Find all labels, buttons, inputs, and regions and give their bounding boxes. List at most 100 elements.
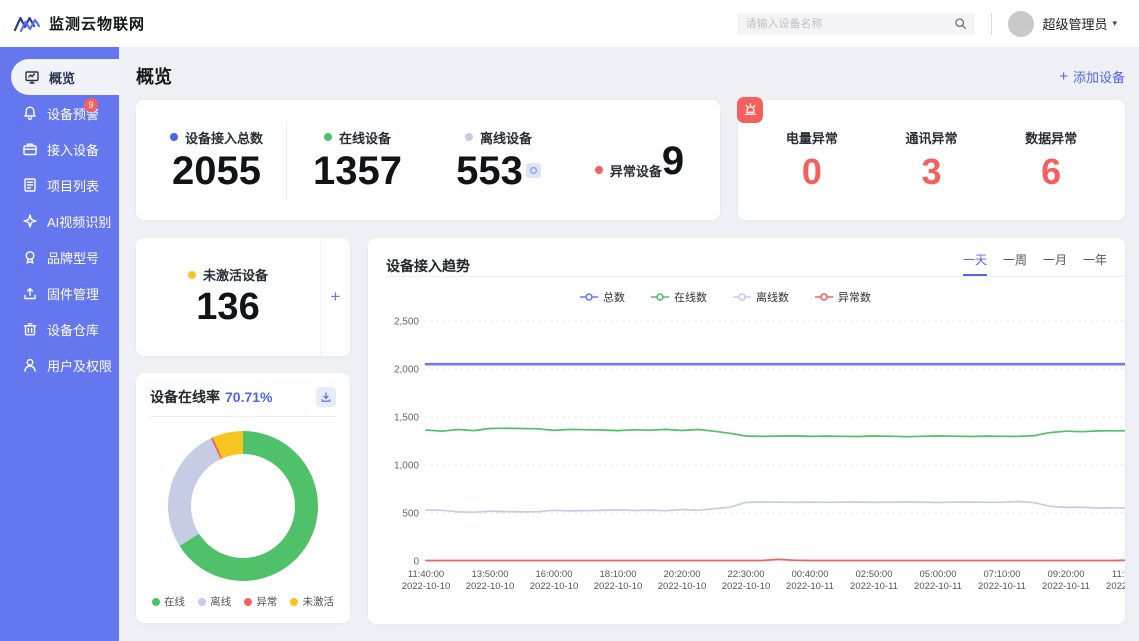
project-icon	[24, 178, 36, 192]
legend-dot	[290, 597, 299, 606]
alert-label: 数据异常	[1025, 130, 1078, 146]
series-异常数	[425, 558, 1125, 562]
user-menu[interactable]: 超级管理员 ▾	[1008, 10, 1117, 37]
stat-label-row: 在线设备	[323, 128, 391, 147]
logo-waveform-icon	[14, 16, 41, 32]
stat-item: 异常设备 9	[569, 137, 710, 183]
sidebar-item-label: 固件管理	[47, 286, 100, 302]
svg-text:16:00:00: 16:00:00	[536, 569, 573, 580]
trend-chart-svg: 05001,0001,5002,0002,50011:40:002022-10-…	[394, 317, 1125, 592]
offline-detail-icon[interactable]	[525, 163, 541, 178]
sidebar-item-label: 项目列表	[47, 178, 100, 194]
tab-one-day[interactable]: 一天	[962, 251, 987, 276]
sidebar-item-access-devices[interactable]: 接入设备	[0, 131, 119, 167]
sidebar-item-firmware[interactable]: 固件管理	[0, 275, 119, 311]
page-header: 概览 + 添加设备	[136, 63, 1125, 89]
trend-title: 设备接入趋势	[386, 258, 470, 274]
stat-dot	[323, 133, 332, 141]
download-icon	[321, 392, 331, 402]
svg-text:2,000: 2,000	[394, 365, 419, 376]
device-stats-card: 设备接入总数 2055 在线设备 1357 离线设备 553 异常设备 9	[136, 100, 720, 220]
download-button[interactable]	[316, 387, 336, 407]
firmware-icon	[24, 287, 36, 300]
stat-label: 在线设备	[338, 130, 391, 146]
donut-legend-item[interactable]: 离线	[198, 594, 231, 609]
tab-one-month[interactable]: 一月	[1042, 253, 1067, 267]
trend-legend-item[interactable]: 离线数	[733, 289, 789, 305]
online-rate-title: 设备在线率	[150, 389, 220, 405]
device-icon	[23, 143, 37, 156]
inactive-label: 未激活设备	[202, 268, 268, 283]
trend-header: 设备接入趋势 一天 一周 一月 一年	[386, 251, 1125, 276]
svg-text:2022-10-10: 2022-10-10	[530, 581, 579, 592]
svg-text:0: 0	[413, 557, 419, 568]
sidebar-item-users-permissions[interactable]: 用户及权限	[0, 347, 119, 383]
trend-legend-item[interactable]: 异常数	[815, 289, 871, 305]
trend-legend-item[interactable]: 总数	[580, 289, 625, 305]
alarm-icon	[744, 102, 756, 115]
ai-icon	[23, 214, 37, 228]
series-在线数	[425, 427, 1125, 438]
device-search-box	[737, 12, 976, 35]
sidebar-item-label: 概览	[49, 70, 76, 86]
legend-label: 异常	[256, 596, 278, 608]
donut-legend-item[interactable]: 未激活	[290, 594, 334, 609]
line-marker-icon	[651, 293, 669, 301]
stat-value: 9	[661, 139, 685, 183]
card-divider	[386, 276, 1125, 277]
svg-text:2022-10-11: 2022-10-11	[850, 581, 898, 592]
sidebar-item-label: AI视频识别	[47, 214, 112, 230]
search-input[interactable]	[745, 17, 955, 30]
stat-label-row: 设备接入总数	[169, 128, 263, 147]
svg-text:02:50:00: 02:50:00	[856, 569, 893, 580]
sidebar-item-overview[interactable]: 概览	[11, 59, 119, 95]
online-rate-donut-chart	[168, 431, 318, 581]
line-marker-icon	[733, 293, 751, 301]
alert-item: 电量异常 0	[752, 128, 872, 193]
card-divider	[150, 416, 336, 417]
inactive-value: 136	[196, 286, 260, 328]
donut-legend-item[interactable]: 在线	[152, 594, 185, 609]
search-icon[interactable]	[954, 17, 967, 30]
sidebar-item-brand-model[interactable]: 品牌型号	[0, 239, 119, 275]
svg-text:1,500: 1,500	[394, 413, 419, 424]
stat-label: 异常设备	[609, 163, 662, 179]
sidebar-menu: 概览设备预警 9 接入设备项目列表 AI视频识别品牌型号固件管理设备仓库 用户及权限	[0, 59, 119, 383]
stat-label-row: 离线设备	[464, 128, 532, 147]
svg-text:11:40:00: 11:40:00	[408, 569, 444, 580]
svg-text:2022-10-11: 2022-10-11	[914, 581, 962, 592]
sidebar-item-ai-video[interactable]: AI视频识别	[0, 203, 119, 239]
donut-legend-item[interactable]: 异常	[244, 594, 277, 609]
chevron-down-icon[interactable]: ▾	[1112, 18, 1117, 28]
page-title: 概览	[136, 67, 172, 87]
expand-button[interactable]: +	[330, 287, 341, 306]
svg-text:20:20:00: 20:20:00	[664, 569, 701, 580]
trend-legend: 总数 在线数 离线数 异常数	[386, 289, 1125, 305]
legend-label: 在线数	[674, 292, 707, 304]
legend-dot	[244, 597, 253, 606]
tab-one-week[interactable]: 一周	[1002, 253, 1027, 267]
stat-value: 553	[456, 149, 541, 193]
svg-text:11:30:00: 11:30:00	[1112, 569, 1125, 580]
sidebar-item-device-warehouse[interactable]: 设备仓库	[0, 311, 119, 347]
online-rate-card: 设备在线率 70.71% 在线 离线 异常 未激活	[136, 373, 350, 623]
sidebar: 概览设备预警 9 接入设备项目列表 AI视频识别品牌型号固件管理设备仓库 用户及权限	[0, 47, 119, 641]
trend-legend-item[interactable]: 在线数	[651, 289, 707, 305]
legend-label: 异常数	[838, 292, 871, 304]
add-device-label: 添加设备	[1072, 69, 1125, 85]
legend-dot	[152, 597, 160, 606]
svg-text:1,000: 1,000	[394, 461, 419, 472]
add-device-button[interactable]: + 添加设备	[1059, 67, 1125, 86]
legend-label: 未激活	[302, 596, 334, 608]
legend-label: 总数	[603, 292, 625, 304]
sidebar-item-device-alerts[interactable]: 设备预警 9	[0, 95, 119, 131]
plus-icon: +	[1059, 67, 1068, 85]
tab-one-year[interactable]: 一年	[1082, 253, 1107, 267]
online-rate-value: 70.71%	[225, 389, 273, 405]
legend-label: 在线	[164, 596, 185, 608]
svg-text:05:00:00: 05:00:00	[920, 569, 957, 580]
sidebar-item-project-list[interactable]: 项目列表	[0, 167, 119, 203]
inactive-devices-card: 未激活设备 136 +	[136, 238, 350, 356]
svg-text:2,500: 2,500	[394, 317, 419, 328]
avatar[interactable]	[1008, 10, 1035, 37]
